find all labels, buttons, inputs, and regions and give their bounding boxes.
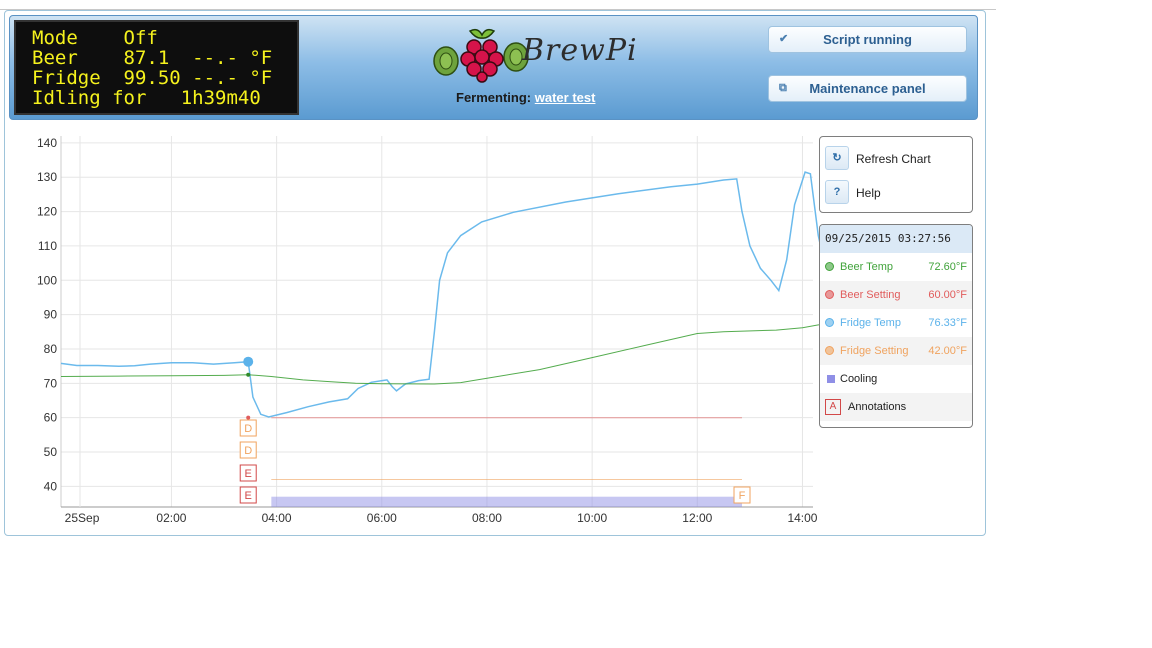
- x-tick-label: 04:00: [262, 511, 292, 525]
- annotation-flag: [733, 486, 751, 504]
- legend-name: Cooling: [840, 373, 878, 385]
- legend-row-beer-temp[interactable]: Beer Temp 72.60°F: [820, 253, 972, 281]
- check-icon: ✔: [779, 33, 789, 45]
- annotation-label: F: [739, 490, 746, 502]
- annotation-flag: [239, 486, 257, 504]
- legend-name: Fridge Temp: [840, 317, 901, 329]
- legend-square-icon: [827, 375, 835, 383]
- help-label: Help: [856, 186, 881, 200]
- help-icon: ?: [825, 180, 849, 204]
- legend-value: 72.60°F: [928, 261, 967, 273]
- legend-row-annotations[interactable]: A Annotations: [820, 393, 972, 421]
- hover-marker: [246, 415, 251, 420]
- raspberry-logo-icon: [433, 28, 529, 83]
- hover-marker: [243, 356, 254, 367]
- beer-name-link[interactable]: water test: [534, 90, 596, 105]
- legend-row-cooling[interactable]: Cooling: [820, 365, 972, 393]
- x-tick-label: 06:00: [367, 511, 397, 525]
- y-tick-label: 120: [37, 205, 57, 219]
- refresh-chart-label: Refresh Chart: [856, 152, 931, 166]
- hover-marker: [246, 372, 251, 377]
- legend-dot-icon: [825, 262, 834, 271]
- chart-legend: 09/25/2015 03:27:56 Beer Temp 72.60°F Beer…: [819, 224, 973, 428]
- legend-dot-icon: [825, 318, 834, 327]
- legend-dot-icon: [825, 346, 834, 355]
- lcd-line-beer: Beer 87.1 --.- °F: [32, 47, 273, 69]
- external-window-icon: ⧉: [779, 82, 787, 94]
- cooling-band: [271, 496, 743, 507]
- x-tick-label: 12:00: [682, 511, 712, 525]
- y-tick-label: 50: [44, 445, 58, 459]
- fermenting-info: Fermenting: water test: [456, 90, 595, 105]
- y-tick-label: 70: [44, 376, 58, 390]
- brewpi-logo-text: BrewPi: [522, 33, 638, 68]
- maintenance-panel-label: Maintenance panel: [809, 81, 926, 96]
- lcd-line-state: Idling for 1h39m40: [32, 87, 261, 109]
- legend-value: 42.00°F: [928, 345, 967, 357]
- legend-timestamp: 09/25/2015 03:27:56: [820, 225, 972, 253]
- legend-dot-icon: [825, 290, 834, 299]
- legend-value: 60.00°F: [928, 289, 967, 301]
- chart-controls: ↻ Refresh Chart ? Help: [819, 136, 973, 213]
- y-tick-label: 90: [44, 308, 58, 322]
- x-tick-label: 14:00: [787, 511, 817, 525]
- fermenting-label: Fermenting:: [456, 90, 532, 105]
- annotation-label: D: [244, 445, 252, 457]
- annotation-flag: [239, 419, 257, 437]
- top-divider: [0, 9, 996, 10]
- x-tick-label: 02:00: [156, 511, 186, 525]
- annotation-flag: [239, 464, 257, 482]
- annotation-label: D: [244, 423, 252, 435]
- y-tick-label: 40: [44, 479, 58, 493]
- legend-row-fridge-setting[interactable]: Fridge Setting 42.00°F: [820, 337, 972, 365]
- lcd-line-fridge: Fridge 99.50 --.- °F: [32, 67, 273, 89]
- y-tick-label: 130: [37, 170, 57, 184]
- annotation-label: E: [245, 490, 252, 502]
- legend-name: Beer Setting: [840, 289, 901, 301]
- legend-name: Fridge Setting: [840, 345, 909, 357]
- lcd-display: Mode Off Beer 87.1 --.- °F Fridge 99.50 …: [14, 20, 299, 115]
- y-tick-label: 100: [37, 273, 57, 287]
- y-tick-label: 110: [38, 239, 57, 253]
- legend-value: 76.33°F: [928, 317, 967, 329]
- y-tick-label: 60: [44, 411, 58, 425]
- script-running-button[interactable]: ✔ Script running: [768, 26, 967, 53]
- series-beer-temp: [60, 324, 832, 385]
- annotation-icon: A: [825, 399, 841, 415]
- x-tick-label: 08:00: [472, 511, 502, 525]
- script-running-label: Script running: [823, 32, 912, 47]
- series-fridge-temp: [60, 171, 833, 418]
- legend-row-fridge-temp[interactable]: Fridge Temp 76.33°F: [820, 309, 972, 337]
- x-tick-label: 25Sep: [65, 511, 100, 525]
- legend-name: Annotations: [848, 401, 907, 413]
- x-tick-label: 10:00: [577, 511, 607, 525]
- refresh-icon: ↻: [825, 146, 849, 170]
- annotation-flag: [239, 441, 257, 459]
- y-tick-label: 80: [44, 342, 58, 356]
- maintenance-panel-button[interactable]: ⧉ Maintenance panel: [768, 75, 967, 102]
- legend-row-beer-setting[interactable]: Beer Setting 60.00°F: [820, 281, 972, 309]
- legend-rows: Beer Temp 72.60°F Beer Setting 60.00°F Fridg…: [820, 253, 972, 421]
- y-tick-label: 140: [37, 136, 57, 150]
- lcd-line-mode: Mode Off: [32, 27, 158, 49]
- legend-name: Beer Temp: [840, 261, 893, 273]
- annotation-label: E: [245, 468, 252, 480]
